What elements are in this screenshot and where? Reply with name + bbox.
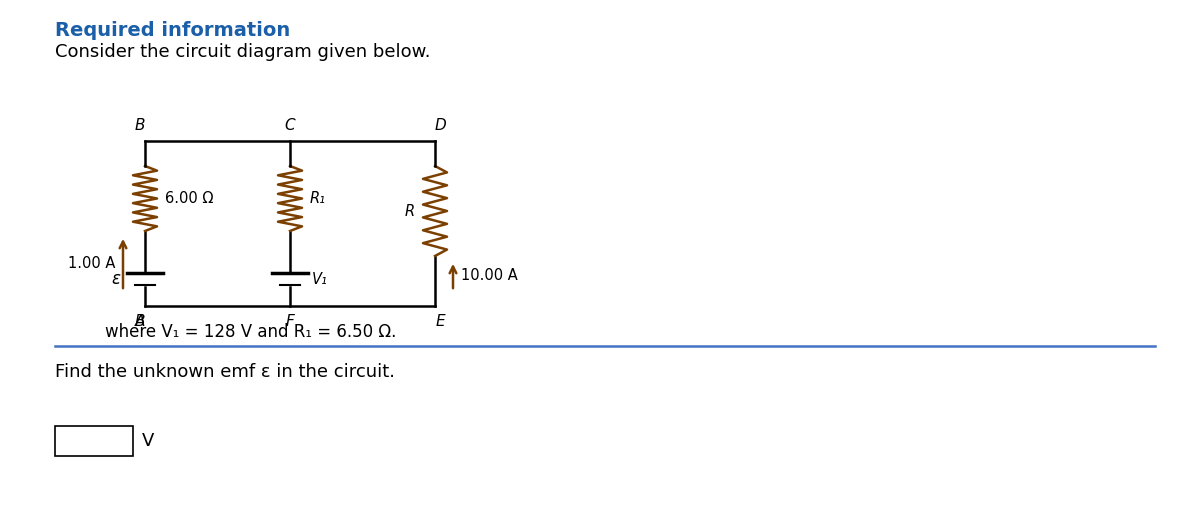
Text: ε: ε: [112, 270, 120, 288]
Text: D: D: [434, 118, 446, 133]
Text: Find the unknown emf ε in the circuit.: Find the unknown emf ε in the circuit.: [55, 363, 395, 381]
Text: Consider the circuit diagram given below.: Consider the circuit diagram given below…: [55, 43, 431, 61]
Text: R: R: [404, 204, 415, 218]
Text: B: B: [134, 314, 145, 329]
Text: where V₁ = 128 V and R₁ = 6.50 Ω.: where V₁ = 128 V and R₁ = 6.50 Ω.: [106, 323, 396, 341]
Text: V₁: V₁: [312, 271, 328, 287]
Text: B: B: [134, 118, 145, 133]
Text: F: F: [286, 314, 294, 329]
Text: Required information: Required information: [55, 21, 290, 40]
Text: A: A: [134, 314, 145, 329]
Text: V: V: [142, 432, 155, 450]
Text: 10.00 A: 10.00 A: [461, 268, 517, 283]
Text: 1.00 A: 1.00 A: [67, 256, 115, 271]
Text: 6.00 Ω: 6.00 Ω: [166, 191, 214, 206]
Bar: [55, 426, 133, 456]
Text: R₁: R₁: [310, 191, 326, 206]
Text: E: E: [436, 314, 445, 329]
Text: C: C: [284, 118, 295, 133]
